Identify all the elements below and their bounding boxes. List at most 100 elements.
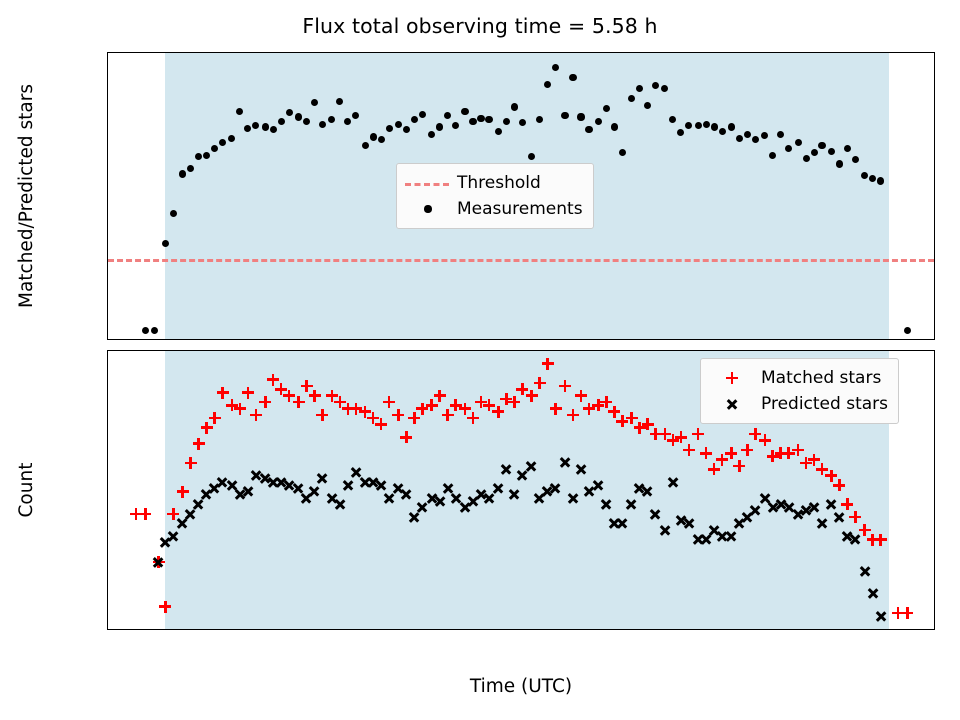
legend-item-matched-stars: Matched stars (709, 365, 888, 391)
data-point-dot (869, 174, 877, 182)
data-point-dot (410, 116, 418, 124)
data-point-dot (635, 84, 644, 93)
data-point-dot (328, 116, 336, 124)
data-point-dot (244, 124, 252, 132)
data-point-dot (718, 127, 726, 135)
data-point-dot (561, 112, 569, 120)
data-point-dot (702, 120, 710, 128)
data-point-dot (141, 326, 149, 335)
data-point-dot (336, 97, 344, 105)
data-point-dot (618, 149, 626, 157)
data-point-dot (577, 113, 585, 121)
top-panel-plot-area (108, 53, 934, 339)
data-point-dot (218, 139, 227, 147)
plus-marker-icon (709, 368, 755, 388)
top-panel-axes: 0.00.51.01.5 (107, 52, 935, 340)
data-point-dot (528, 153, 536, 161)
data-point-dot (518, 119, 526, 127)
legend-item-measurements: Measurements (405, 196, 583, 222)
data-point-dot (444, 112, 452, 120)
data-point-dot (802, 154, 810, 162)
data-point-dot (236, 107, 244, 115)
data-point-dot (377, 136, 385, 144)
data-point-dot (369, 133, 377, 141)
data-point-dot (735, 134, 744, 142)
data-point-dot (810, 149, 818, 157)
data-point-dot (418, 110, 426, 118)
data-point-dot (544, 80, 552, 88)
data-point-dot (179, 170, 187, 178)
data-point-dot (285, 109, 293, 117)
data-point-dot (436, 123, 444, 131)
data-point-dot (194, 153, 203, 161)
x-tick-mark (838, 629, 839, 630)
x-tick-mark (305, 629, 306, 630)
data-point-dot (261, 123, 269, 131)
x-tick-mark (572, 629, 573, 630)
data-point-dot (494, 127, 502, 135)
data-point-dot (344, 117, 352, 125)
data-point-dot (277, 117, 285, 125)
top-panel-legend: Threshold Measurements (396, 163, 594, 229)
data-point-dot (843, 144, 851, 152)
data-point-dot (361, 141, 369, 150)
data-point-dot (827, 147, 835, 155)
legend-label-matched-stars: Matched stars (761, 368, 882, 388)
data-point-dot (461, 107, 469, 115)
data-point-dot (536, 116, 544, 124)
data-point-dot (510, 103, 518, 111)
x-tick-mark (172, 339, 173, 340)
data-point-dot (743, 130, 752, 138)
x-tick-mark (438, 629, 439, 630)
x-tick-mark (572, 339, 573, 340)
x-tick-mark (438, 339, 439, 340)
legend-label-threshold: Threshold (457, 173, 541, 193)
data-point-dot (228, 134, 236, 142)
data-point-dot (310, 99, 319, 107)
x-tick-mark (705, 629, 706, 630)
data-point-dot (677, 129, 685, 137)
x-tick-mark (172, 629, 173, 630)
dashed-line-icon (405, 173, 451, 193)
figure-title: Flux total observing time = 5.58 h (302, 14, 658, 38)
data-point-dot (352, 112, 360, 120)
data-point-dot (385, 124, 393, 132)
data-point-dot (835, 160, 843, 168)
data-point-dot (651, 82, 660, 90)
dot-marker-icon (405, 199, 451, 219)
data-point-dot (777, 130, 785, 138)
data-point-dot (877, 177, 885, 185)
data-point-dot (710, 123, 718, 131)
data-point-dot (452, 121, 460, 130)
legend-label-predicted-stars: Predicted stars (761, 394, 888, 414)
data-point-dot (903, 326, 911, 335)
data-point-dot (585, 126, 593, 134)
data-point-dot (794, 139, 802, 147)
x-axis-label: Time (UTC) (469, 676, 573, 697)
data-point-dot (602, 104, 610, 113)
data-point-dot (669, 116, 677, 124)
data-point-dot (569, 73, 577, 81)
data-point-dot (769, 151, 777, 160)
x-tick-mark (838, 339, 839, 340)
data-point-dot (169, 210, 177, 218)
data-point-dot (302, 117, 311, 125)
data-point-dot (694, 121, 702, 130)
data-point-dot (469, 117, 477, 125)
bottom-panel-axes: 20406080100 21:0022:0023:0000:0001:0002:… (107, 350, 935, 630)
legend-label-measurements: Measurements (457, 199, 583, 219)
data-point-dot (785, 144, 793, 152)
data-point-dot (818, 141, 826, 150)
data-point-dot (594, 117, 602, 125)
data-point-dot (485, 116, 493, 124)
data-point-dot (851, 156, 859, 164)
x-tick-mark (705, 339, 706, 340)
data-point-dot (187, 164, 195, 172)
data-point-dot (210, 144, 219, 152)
data-point-dot (627, 94, 636, 103)
data-point-dot (552, 63, 560, 71)
data-point-dot (661, 84, 669, 93)
data-point-dot (161, 240, 169, 248)
data-point-dot (861, 171, 869, 179)
cross-marker-icon (709, 394, 755, 414)
